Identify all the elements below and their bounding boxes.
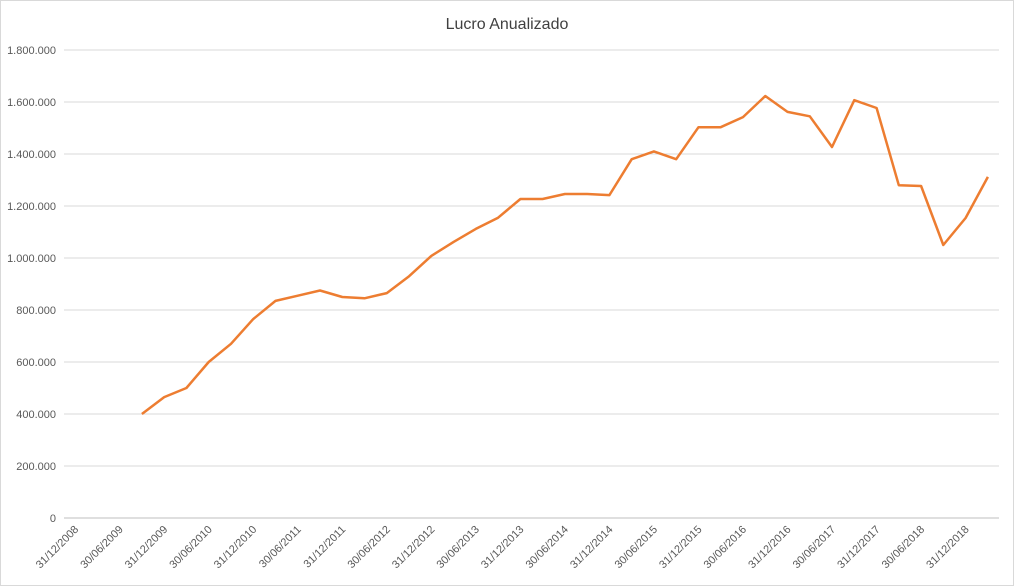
y-tick-label: 800.000	[16, 305, 56, 317]
y-tick-label: 600.000	[16, 357, 56, 369]
y-tick-label: 1.600.000	[7, 97, 56, 109]
y-tick-label: 1.800.000	[7, 45, 56, 57]
y-tick-label: 1.400.000	[7, 149, 56, 161]
y-tick-label: 1.200.000	[7, 201, 56, 213]
line-series	[141, 94, 989, 415]
y-tick-label: 200.000	[16, 461, 56, 473]
chart-title: Lucro Anualizado	[446, 16, 569, 33]
y-tick-label: 1.000.000	[7, 253, 56, 265]
y-tick-label: 0	[50, 513, 56, 525]
y-tick-label: 400.000	[16, 409, 56, 421]
